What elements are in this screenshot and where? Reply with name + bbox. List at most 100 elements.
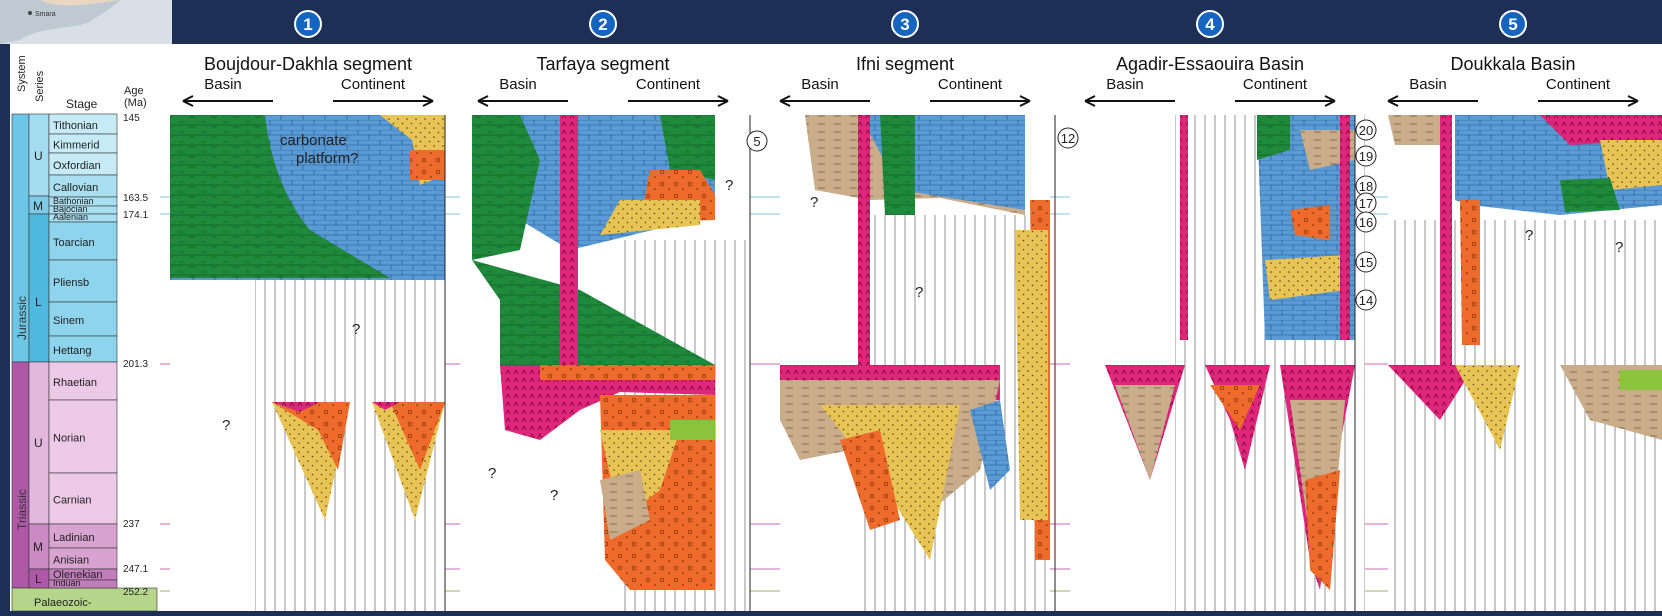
basin-label: Basin [801,76,839,93]
column-title: Ifni segment [856,54,954,74]
stage-label: Kimmerid [53,140,99,152]
column-tarfaya: ? ? ? [460,115,751,611]
continent-label: Continent [1546,76,1611,93]
age-163-5: 163.5 [123,193,148,204]
stage-label: Norian [53,433,85,445]
column-header: 1 Boujdour-Dakhla segment Basin Continent [182,10,434,107]
continent-label: Continent [1243,76,1308,93]
continent-label: Continent [938,76,1003,93]
column-title: Doukkala Basin [1450,54,1575,74]
stage-label: Induan [53,578,81,588]
stage-cell [48,259,118,303]
question-mark: ? [915,284,923,301]
number-badge-label: 3 [900,15,909,34]
basin-label: Basin [1409,76,1447,93]
stage-label: Sinem [53,315,84,327]
stage-label: Olenekian [53,569,103,581]
column-title: Tarfaya segment [536,54,669,74]
stage-cell [48,361,118,401]
number-badge [589,10,617,38]
stage-label: Rhaetian [53,377,97,389]
circled-number [1355,119,1377,141]
question-mark: ? [550,487,558,504]
basin-arrow [1084,95,1175,107]
stage-label: Bajocian [53,204,88,214]
continent-label: Continent [636,76,701,93]
series-m-triassic: M [33,540,43,554]
circled-number-label: 17 [1359,196,1373,211]
basin-arrow [779,95,870,107]
age-252-2: 252.2 [123,587,148,598]
circled-number [1355,289,1377,311]
question-mark: ? [352,321,360,338]
question-mark: ? [1525,227,1533,244]
column-header: 3 Ifni segment Basin Continent [779,10,1031,107]
system-label-jurassic: Jurassic [15,296,29,340]
continent-arrow [1235,95,1336,107]
age-201-3: 201.3 [123,359,148,370]
basin-label: Basin [1106,76,1144,93]
stage-label: Oxfordian [53,160,101,172]
basin-arrow [1387,95,1478,107]
question-mark: ? [810,194,818,211]
continent-arrow [628,95,729,107]
question-mark: ? [1615,239,1623,256]
map-label-smara: Smara [35,11,56,18]
series-u-jurassic: U [34,149,43,163]
stage-cell [48,523,118,549]
stage-label: Aalenian [53,212,88,222]
question-mark: ? [222,417,230,434]
column-boujdour-dakhla: carbonate platform? ? ? [170,115,446,611]
basin-arrow [477,95,568,107]
circled-number [1355,251,1377,273]
system-triassic [11,361,30,589]
stage-label: Tithonian [53,120,98,132]
number-badge-label: 1 [303,15,312,34]
header-stage: Stage [66,97,98,111]
stage-label: Hettang [53,345,92,357]
header-series: Series [34,70,46,102]
number-badge [891,10,919,38]
column-header: 2 Tarfaya segment Basin Continent [477,10,729,107]
column-doukkala: ? ? [1388,115,1662,611]
stage-cell [48,579,118,589]
basin-arrow [182,95,273,107]
stage-label: Bathonian [53,196,94,206]
stage-label: Callovian [53,182,98,194]
carbonate-platform-label: carbonate platform? [280,132,359,167]
basin-label: Basin [204,76,242,93]
age-145: 145 [123,113,140,124]
number-badge [294,10,322,38]
stage-label: Anisian [53,555,89,567]
column-title: Boujdour-Dakhla segment [204,54,412,74]
series-u-triassic: U [34,436,43,450]
question-mark: ? [725,177,733,194]
series-l-jurassic: L [35,295,42,309]
number-badge-label: 5 [1508,15,1517,34]
circled-number-label: 14 [1359,293,1373,308]
column-agadir-essaouira [1070,115,1365,611]
number-badge [1499,10,1527,38]
number-badge-label: 4 [1205,15,1215,34]
circled-number-label: 18 [1359,179,1373,194]
number-badge [1196,10,1224,38]
age-174-1: 174.1 [123,210,148,221]
header-age: Age (Ma) [124,85,147,109]
continent-arrow [1538,95,1639,107]
circled-number [746,130,768,152]
continent-label: Continent [341,76,406,93]
series-m-jurassic: M [33,199,43,213]
stage-cell [48,335,118,363]
column-headers: 1 Boujdour-Dakhla segment Basin Continent 2 T… [182,10,1639,107]
system-label-triassic: Triassic [15,489,29,530]
stage-cell [48,221,118,261]
age-237: 237 [123,519,140,530]
number-badge-label: 2 [598,15,607,34]
stage-cell [48,472,118,525]
circled-number-label: 20 [1359,123,1373,138]
circled-number-label: 19 [1359,149,1373,164]
system-label-palaeozoic: Palaeozoic- [34,597,92,609]
circled-number [1057,127,1079,149]
column-title: Agadir-Essaouira Basin [1116,54,1304,74]
